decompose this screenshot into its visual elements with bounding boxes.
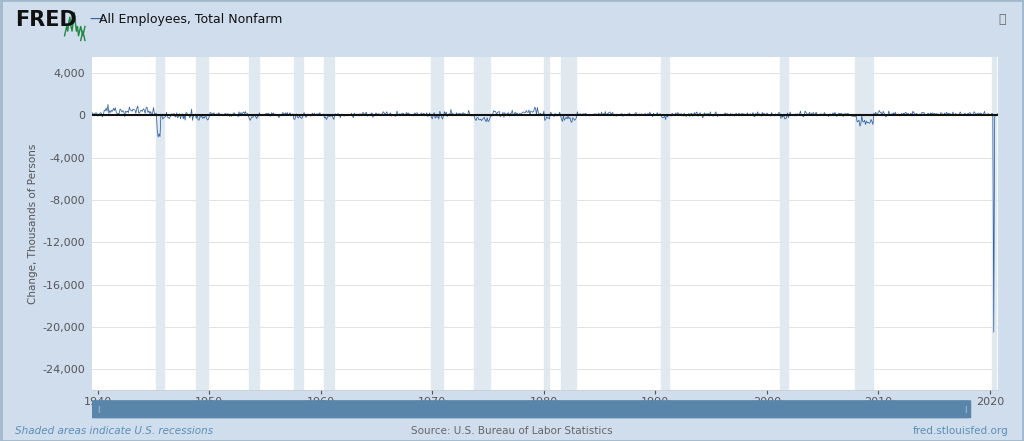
Bar xyxy=(197,57,208,390)
Bar xyxy=(474,57,490,390)
Text: |: | xyxy=(96,406,99,413)
Bar xyxy=(324,57,334,390)
Text: FRED: FRED xyxy=(15,10,77,30)
Bar xyxy=(249,57,259,390)
Text: —: — xyxy=(89,13,102,27)
Text: Source: U.S. Bureau of Labor Statistics: Source: U.S. Bureau of Labor Statistics xyxy=(412,426,612,436)
Bar xyxy=(431,57,442,390)
Bar xyxy=(992,57,995,390)
Text: Shaded areas indicate U.S. recessions: Shaded areas indicate U.S. recessions xyxy=(15,426,213,436)
Bar xyxy=(157,57,164,390)
Text: ⤢: ⤢ xyxy=(998,13,1006,26)
Y-axis label: Change, Thousands of Persons: Change, Thousands of Persons xyxy=(29,144,38,304)
Bar xyxy=(294,57,303,390)
Text: All Employees, Total Nonfarm: All Employees, Total Nonfarm xyxy=(99,13,283,26)
Bar xyxy=(560,57,577,390)
Text: fred.stlouisfed.org: fred.stlouisfed.org xyxy=(912,426,1009,436)
Bar xyxy=(544,57,550,390)
Bar xyxy=(662,57,670,390)
FancyBboxPatch shape xyxy=(88,400,971,419)
Bar xyxy=(780,57,788,390)
Text: |: | xyxy=(965,406,967,413)
Bar xyxy=(855,57,872,390)
